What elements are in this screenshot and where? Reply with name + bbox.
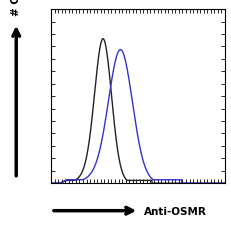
Text: Anti-OSMR: Anti-OSMR [143, 207, 206, 217]
Text: # Cells: # Cells [11, 0, 21, 16]
